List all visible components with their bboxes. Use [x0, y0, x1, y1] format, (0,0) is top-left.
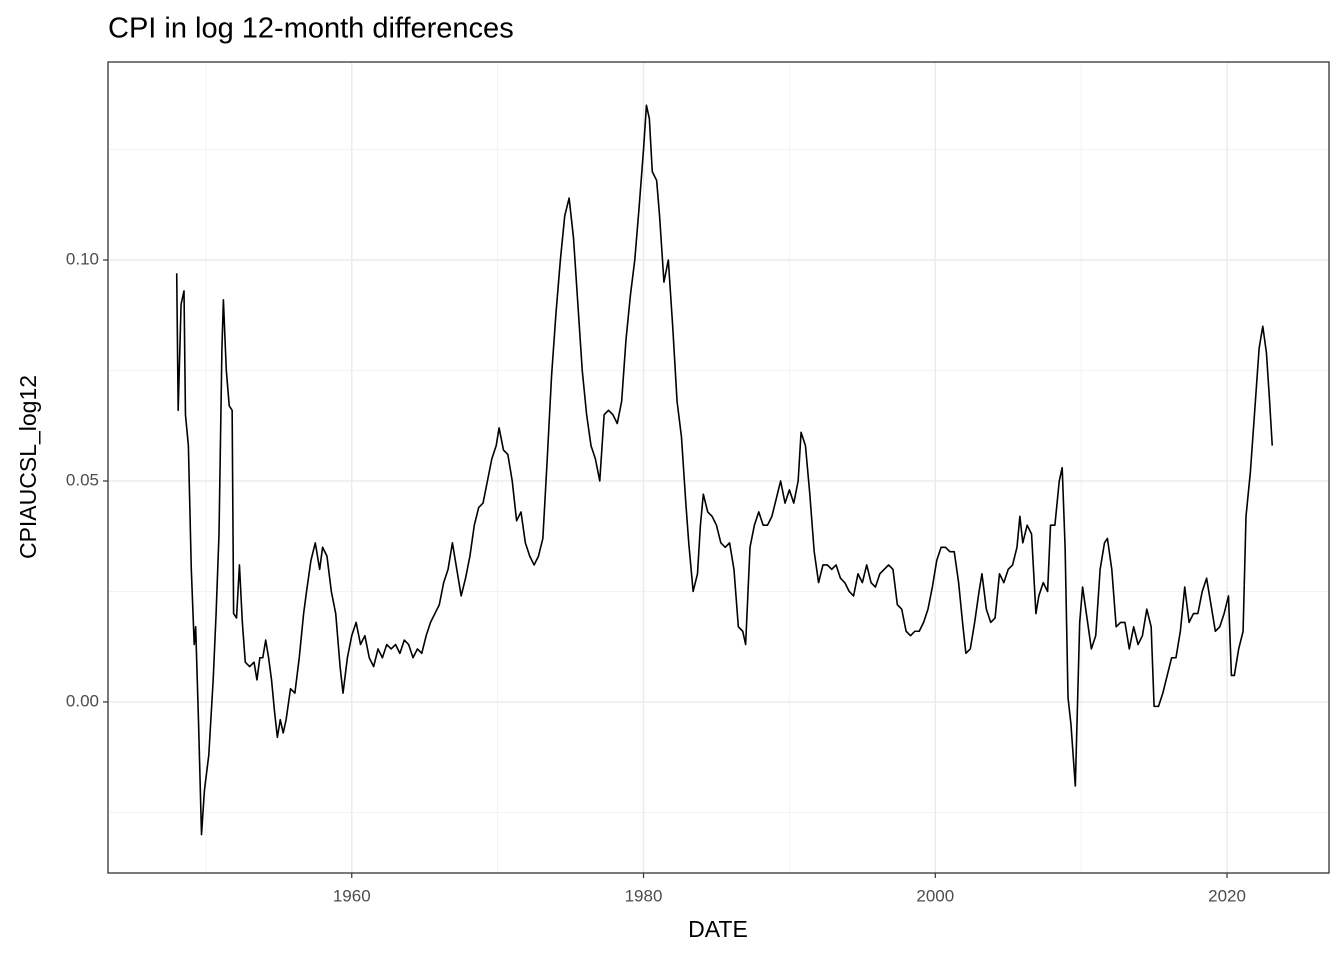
x-tick-label: 1980	[625, 886, 663, 905]
x-tick-label: 2020	[1208, 886, 1246, 905]
line	[175, 104, 1274, 836]
chart-title: CPI in log 12-month differences	[108, 13, 514, 45]
x-axis-title: DATE	[688, 916, 748, 942]
x-tick-label: 2000	[916, 886, 954, 905]
y-tick-label: 0.10	[66, 249, 99, 268]
y-tick-label: 0.00	[66, 691, 99, 710]
plot-border	[107, 61, 1330, 874]
y-axis-title: CPIAUCSL_log12	[15, 375, 41, 559]
y-tick-label: 0.05	[66, 470, 99, 489]
x-tick-label: 1960	[333, 886, 371, 905]
